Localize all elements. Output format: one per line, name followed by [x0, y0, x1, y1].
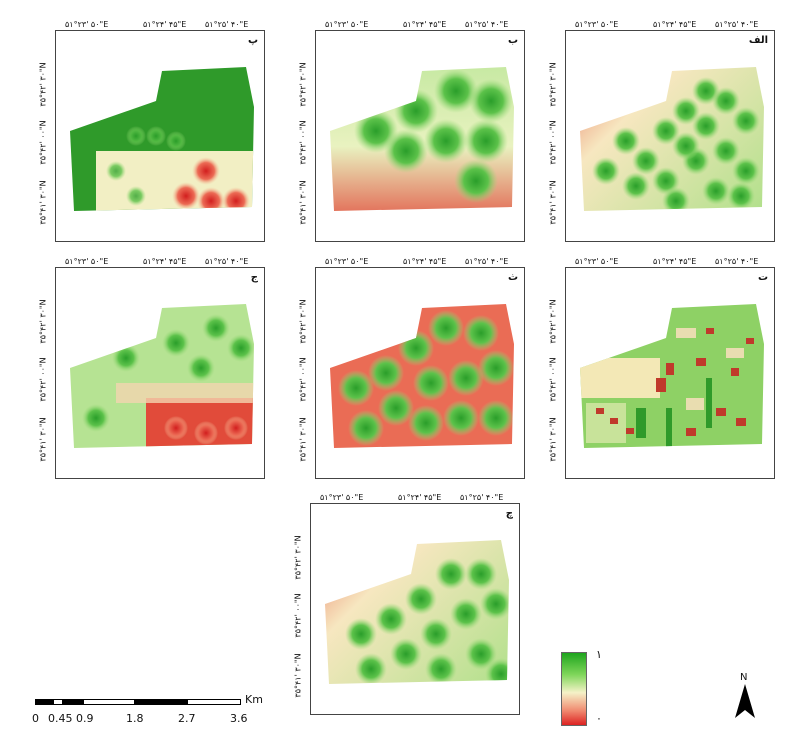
map-panel-pe: ۵۱°۲۳' ۵۰"E ۵۱°۲۴' ۴۵"E ۵۱°۲۵' ۴۰"E ۳۵°۴…	[35, 20, 265, 250]
panel-label: ث	[507, 272, 518, 283]
legend-gradient	[561, 652, 587, 726]
tick-lon-3: ۵۱°۲۵' ۴۰"E	[205, 20, 249, 29]
scale-seg	[135, 699, 187, 705]
north-label: N	[740, 672, 748, 683]
map-frame: پ	[55, 30, 265, 242]
tick-lat-3: ۳۵°۴۱' ۳۰"N	[38, 417, 48, 462]
tick-lat-3: ۳۵°۴۱' ۳۰"N	[38, 180, 48, 225]
tick-lat-2: ۳۵°۴۲' ۰۰"N	[548, 357, 558, 402]
tick-lat-1: ۳۵°۴۲' ۳۰"N	[38, 62, 48, 107]
tick-lon-2: ۵۱°۲۴' ۴۵"E	[398, 493, 442, 502]
tick-lon-1: ۵۱°۲۳' ۵۰"E	[325, 20, 369, 29]
scale-seg	[83, 699, 135, 705]
tick-lat-1: ۳۵°۴۲' ۳۰"N	[38, 299, 48, 344]
tick-lon-3: ۵۱°۲۵' ۴۰"E	[460, 493, 504, 502]
tick-lon-2: ۵۱°۲۴' ۴۵"E	[653, 257, 697, 266]
legend-min: ۰	[596, 712, 602, 725]
tick-lon-2: ۵۱°۲۴' ۴۵"E	[653, 20, 697, 29]
scale-label: 0.45	[48, 712, 73, 725]
scale-label: 0.9	[76, 712, 94, 725]
tick-lon-3: ۵۱°۲۵' ۴۰"E	[465, 257, 509, 266]
tick-lat-3: ۳۵°۴۱' ۳۰"N	[548, 180, 558, 225]
tick-lat-2: ۳۵°۴۲' ۰۰"N	[293, 593, 303, 638]
tick-lat-1: ۳۵°۴۲' ۳۰"N	[293, 535, 303, 580]
map-frame: الف	[565, 30, 775, 242]
tick-lon-2: ۵۱°۲۴' ۴۵"E	[143, 257, 187, 266]
map-panel-be: ۵۱°۲۳' ۵۰"E ۵۱°۲۴' ۴۵"E ۵۱°۲۵' ۴۰"E ۳۵°۴…	[295, 20, 525, 250]
tick-lat-3: ۳۵°۴۱' ۳۰"N	[298, 417, 308, 462]
map-frame: ج	[55, 267, 265, 479]
tick-lon-1: ۵۱°۲۳' ۵۰"E	[325, 257, 369, 266]
legend-max: ۱	[596, 648, 602, 661]
tick-lon-3: ۵۱°۲۵' ۴۰"E	[715, 257, 759, 266]
scale-label: 2.7	[178, 712, 196, 725]
tick-lon-3: ۵۱°۲۵' ۴۰"E	[715, 20, 759, 29]
panel-label: ج	[250, 272, 258, 283]
tick-lat-2: ۳۵°۴۲' ۰۰"N	[298, 357, 308, 402]
map-frame: ث	[315, 267, 525, 479]
scale-seg	[187, 699, 241, 705]
tick-lon-1: ۵۱°۲۳' ۵۰"E	[575, 257, 619, 266]
panel-label: ت	[757, 272, 768, 283]
map-frame: چ	[310, 503, 520, 715]
panel-label: الف	[748, 35, 768, 46]
tick-lon-1: ۵۱°۲۳' ۵۰"E	[65, 257, 109, 266]
tick-lon-3: ۵۱°۲۵' ۴۰"E	[465, 20, 509, 29]
scale-label: 0	[32, 712, 39, 725]
tick-lon-1: ۵۱°۲۳' ۵۰"E	[320, 493, 364, 502]
map-panel-alef: ۵۱°۲۳' ۵۰"E ۵۱°۲۴' ۴۵"E ۵۱°۲۵' ۴۰"E ۳۵°۴…	[545, 20, 775, 250]
tick-lon-3: ۵۱°۲۵' ۴۰"E	[205, 257, 249, 266]
map-frame: ب	[315, 30, 525, 242]
panel-label: پ	[247, 35, 258, 46]
map-panel-jim: ۵۱°۲۳' ۵۰"E ۵۱°۲۴' ۴۵"E ۵۱°۲۵' ۴۰"E ۳۵°۴…	[35, 257, 265, 487]
tick-lon-2: ۵۱°۲۴' ۴۵"E	[403, 257, 447, 266]
scale-label: 1.8	[126, 712, 144, 725]
map-frame: ت	[565, 267, 775, 479]
scale-bar	[35, 699, 245, 706]
tick-lat-2: ۳۵°۴۲' ۰۰"N	[548, 120, 558, 165]
tick-lat-3: ۳۵°۴۱' ۳۰"N	[298, 180, 308, 225]
map-panel-se: ۵۱°۲۳' ۵۰"E ۵۱°۲۴' ۴۵"E ۵۱°۲۵' ۴۰"E ۳۵°۴…	[295, 257, 525, 487]
tick-lat-2: ۳۵°۴۲' ۰۰"N	[38, 357, 48, 402]
tick-lat-1: ۳۵°۴۲' ۳۰"N	[298, 299, 308, 344]
map-panel-che: ۵۱°۲۳' ۵۰"E ۵۱°۲۴' ۴۵"E ۵۱°۲۵' ۴۰"E ۳۵°۴…	[290, 493, 520, 723]
tick-lon-1: ۵۱°۲۳' ۵۰"E	[65, 20, 109, 29]
scale-unit: Km	[245, 693, 263, 706]
tick-lat-2: ۳۵°۴۲' ۰۰"N	[38, 120, 48, 165]
tick-lon-2: ۵۱°۲۴' ۴۵"E	[143, 20, 187, 29]
tick-lat-1: ۳۵°۴۲' ۳۰"N	[298, 62, 308, 107]
tick-lon-1: ۵۱°۲۳' ۵۰"E	[575, 20, 619, 29]
panel-label: ب	[507, 35, 518, 46]
tick-lat-1: ۳۵°۴۲' ۳۰"N	[548, 299, 558, 344]
scale-seg	[63, 699, 83, 705]
tick-lat-2: ۳۵°۴۲' ۰۰"N	[298, 120, 308, 165]
tick-lat-3: ۳۵°۴۱' ۳۰"N	[548, 417, 558, 462]
map-panel-te: ۵۱°۲۳' ۵۰"E ۵۱°۲۴' ۴۵"E ۵۱°۲۵' ۴۰"E ۳۵°۴…	[545, 257, 775, 487]
tick-lat-3: ۳۵°۴۱' ۳۰"N	[293, 653, 303, 698]
tick-lon-2: ۵۱°۲۴' ۴۵"E	[403, 20, 447, 29]
north-arrow-icon: N	[735, 672, 755, 720]
panel-label: چ	[505, 508, 513, 519]
tick-lat-1: ۳۵°۴۲' ۳۰"N	[548, 62, 558, 107]
scale-seg	[35, 699, 53, 705]
scale-seg	[53, 699, 63, 705]
scale-label: 3.6	[230, 712, 248, 725]
